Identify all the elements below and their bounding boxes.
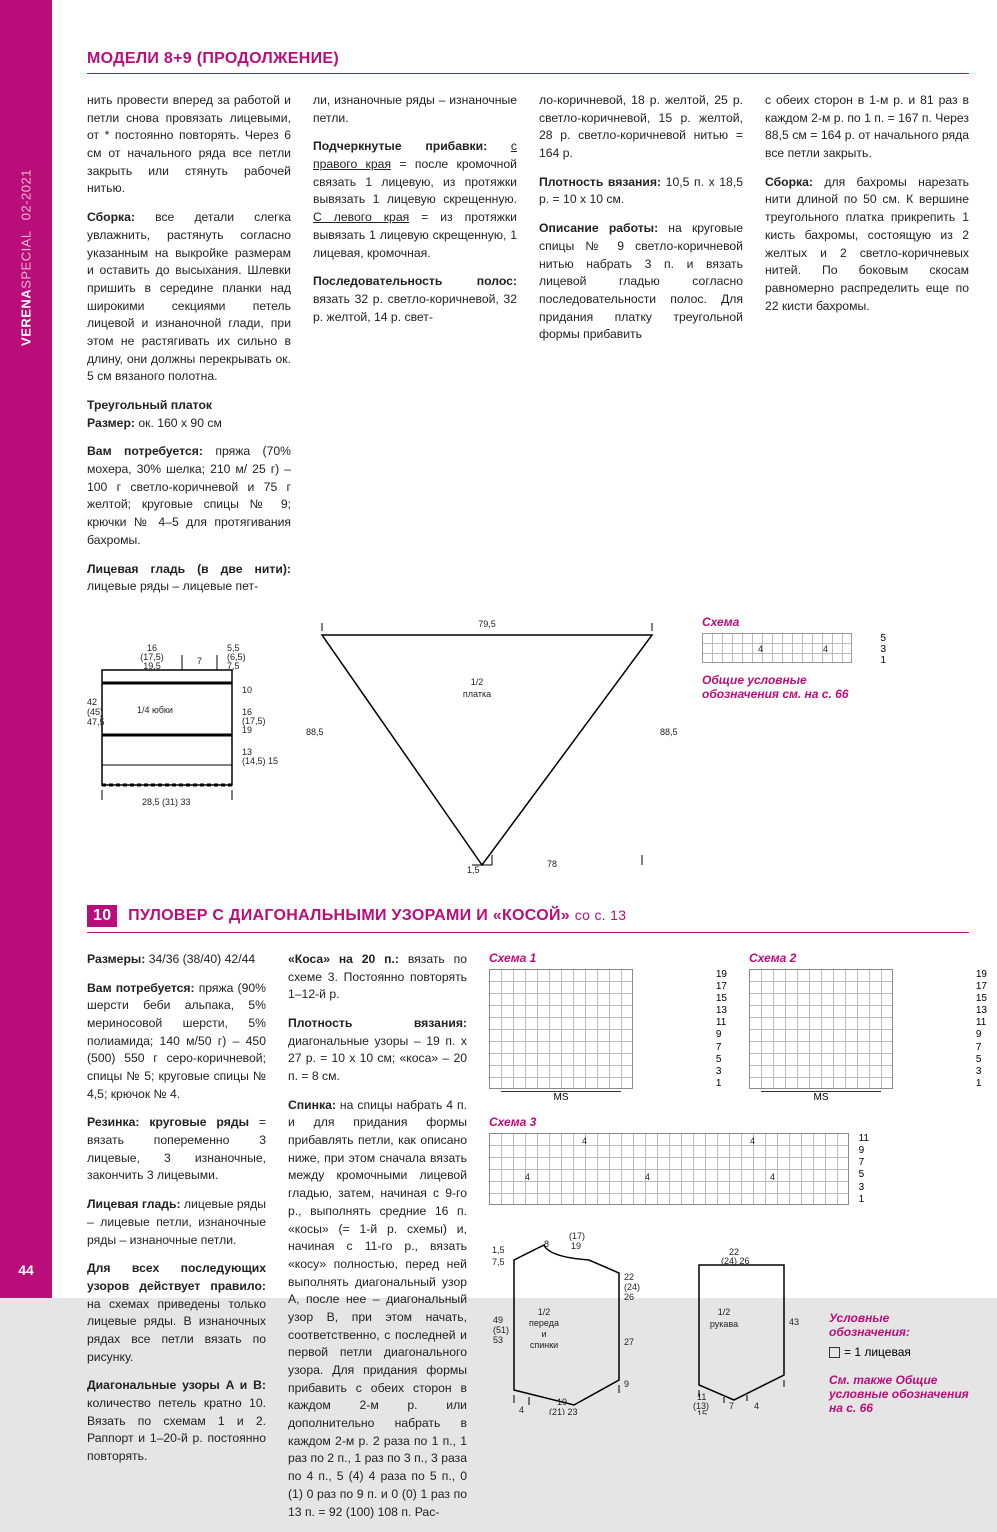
svg-text:1/2: 1/2: [718, 1307, 731, 1317]
spine-label: VERENASPECIAL 02-2021: [19, 169, 34, 346]
body-schematic: 8 (17) 19 1,5 7,5 1/2 переда и спинки 49…: [489, 1225, 659, 1415]
svg-text:и: и: [541, 1329, 546, 1339]
content-area: МОДЕЛИ 8+9 (ПРОДОЛЖЕНИЕ) нить провести в…: [52, 0, 997, 1298]
section2-title: 10 ПУЛОВЕР С ДИАГОНАЛЬНЫМИ УЗОРАМИ И «КО…: [87, 905, 969, 933]
shawl-schematic: 79,5 1/2 платка 88,5 88,5 1,5 78: [302, 615, 682, 875]
svg-text:19: 19: [242, 725, 252, 735]
page-number: 44: [18, 1262, 34, 1278]
s1-col2: ли, изнаночные ряды – изнаночные петли. …: [313, 92, 517, 607]
svg-text:4: 4: [754, 1401, 759, 1411]
magazine-spine: VERENASPECIAL 02-2021 44: [0, 0, 52, 1298]
s1c4p1: с обеих сторон в 1-м р. и 81 раз в каждо…: [765, 92, 969, 163]
svg-text:рукава: рукава: [710, 1319, 738, 1329]
spine-brand: VERENA: [19, 289, 34, 346]
svg-text:7,5: 7,5: [492, 1257, 505, 1267]
page: VERENASPECIAL 02-2021 44 МОДЕЛИ 8+9 (ПРО…: [0, 0, 997, 1298]
svg-text:78: 78: [547, 859, 557, 869]
svg-text:переда: переда: [529, 1318, 559, 1328]
svg-text:7: 7: [729, 1401, 734, 1411]
section1-title: МОДЕЛИ 8+9 (ПРОДОЛЖЕНИЕ): [87, 50, 969, 74]
svg-text:88,5: 88,5: [306, 727, 324, 737]
svg-text:15: 15: [697, 1409, 707, 1415]
svg-text:(45): (45): [87, 707, 103, 717]
sleeve-schematic: 22 (24) 26 1/2 рукава 43 11 (13) 15 7 4: [679, 1245, 809, 1415]
legend-square-icon: [829, 1347, 840, 1358]
svg-text:(24) 26: (24) 26: [721, 1256, 750, 1266]
section2-body: Размеры: 34/36 (38/40) 42/44 Вам потребу…: [87, 951, 969, 1532]
svg-text:1/4 юбки: 1/4 юбки: [137, 705, 173, 715]
svg-text:22: 22: [624, 1272, 634, 1282]
svg-text:(17): (17): [569, 1231, 585, 1241]
s1c1p2: Сборка: все детали слегка увлажнить, рас…: [87, 209, 291, 386]
svg-text:(14,5) 15: (14,5) 15: [242, 756, 278, 766]
svg-text:7: 7: [197, 656, 202, 666]
svg-text:8: 8: [544, 1239, 549, 1249]
s1c2p2: Подчеркнутые прибавки: с правого края = …: [313, 138, 517, 262]
svg-text:43: 43: [789, 1317, 799, 1327]
section2-charts: Схема 1 19 17 15 13 11 9 7 5: [489, 951, 969, 1532]
schema-block: Схема 4 4 5 3 1 Общие условные обозначен…: [702, 615, 872, 701]
svg-text:47,5: 47,5: [87, 717, 105, 727]
svg-text:платка: платка: [463, 689, 491, 699]
svg-text:(24): (24): [624, 1282, 640, 1292]
svg-text:27: 27: [624, 1337, 634, 1347]
s2-col2: «Коса» на 20 п.: вязать по схеме 3. Пост…: [288, 951, 467, 1532]
svg-text:53: 53: [493, 1335, 503, 1345]
spine-sub: SPECIAL: [19, 230, 34, 288]
schema2-block: Схема 2 19 17 15 13 11 9 7 5: [749, 951, 969, 1103]
svg-text:1/2: 1/2: [471, 677, 484, 687]
s1c3p2: Плотность вязания: 10,5 п. x 18,5 р. = 1…: [539, 174, 743, 209]
section1-columns: нить провести вперед за работой и петли …: [87, 92, 969, 607]
svg-text:19: 19: [557, 1397, 567, 1407]
schema-note: Общие условные обозначения см. на с. 66: [702, 673, 872, 701]
svg-text:1,5: 1,5: [492, 1245, 505, 1255]
model-number: 10: [87, 905, 117, 927]
s1-col1: нить провести вперед за работой и петли …: [87, 92, 291, 607]
svg-text:49: 49: [493, 1315, 503, 1325]
garment-schematics: 8 (17) 19 1,5 7,5 1/2 переда и спинки 49…: [489, 1225, 969, 1415]
svg-text:19: 19: [571, 1241, 581, 1251]
s1c1p5: Лицевая гладь (в две нити): лицевые ряды…: [87, 561, 291, 596]
s1c3p3: Описание работы: на круговые спицы № 9 с…: [539, 220, 743, 344]
svg-text:7,5: 7,5: [227, 661, 240, 671]
schema1-block: Схема 1 19 17 15 13 11 9 7 5: [489, 951, 709, 1103]
schema-label: Схема: [702, 615, 872, 629]
svg-text:1,5: 1,5: [467, 865, 480, 875]
svg-text:79,5: 79,5: [478, 619, 496, 629]
s1-col4: с обеих сторон в 1-м р. и 81 раз в каждо…: [765, 92, 969, 607]
svg-text:спинки: спинки: [530, 1340, 558, 1350]
schema-grid: 4 4: [702, 633, 852, 663]
svg-text:26: 26: [624, 1292, 634, 1302]
s1c1p4: Вам потребуется: пряжа (70% мохера, 30% …: [87, 443, 291, 549]
s1c1p1: нить провести вперед за работой и петли …: [87, 92, 291, 198]
skirt-schematic: 16 (17,5) 19,5 7 5,5 (6,5) 7,5 1/4 юбки …: [87, 615, 282, 815]
section2-title-text: ПУЛОВЕР С ДИАГОНАЛЬНЫМИ УЗОРАМИ И «КОСОЙ…: [128, 907, 570, 924]
svg-text:1/2: 1/2: [538, 1307, 551, 1317]
svg-text:(51): (51): [493, 1325, 509, 1335]
svg-text:88,5: 88,5: [660, 727, 678, 737]
s1-col3: ло-коричневой, 18 р. желтой, 25 р. светл…: [539, 92, 743, 607]
s1c4p2: Сборка: для бахромы нарезать нити длиной…: [765, 174, 969, 316]
charts-1-2: Схема 1 19 17 15 13 11 9 7 5: [489, 951, 969, 1103]
svg-text:9: 9: [624, 1379, 629, 1389]
svg-text:4: 4: [519, 1405, 524, 1415]
s1c1p3: Треугольный платокРазмер: ок. 160 x 90 с…: [87, 397, 291, 432]
schema3-block: Схема 3 4 4 4 4 4 11 9 7: [489, 1115, 969, 1205]
s2-col1: Размеры: 34/36 (38/40) 42/44 Вам потребу…: [87, 951, 266, 1532]
spine-issue: 02-2021: [19, 169, 34, 220]
svg-text:10: 10: [242, 685, 252, 695]
svg-text:28,5 (31) 33: 28,5 (31) 33: [142, 797, 191, 807]
section2-ref: со с. 13: [575, 907, 627, 923]
s1c2p1: ли, изнаночные ряды – изнаночные петли.: [313, 92, 517, 127]
s1c2p3: Последовательность полос: вязать 32 р. с…: [313, 273, 517, 326]
svg-text:19,5: 19,5: [143, 661, 161, 671]
svg-text:(21) 23: (21) 23: [549, 1407, 578, 1415]
legend-block: Условные обозначения: = 1 лицевая См. та…: [829, 1311, 969, 1415]
svg-text:42: 42: [87, 697, 97, 707]
section1-diagrams: 16 (17,5) 19,5 7 5,5 (6,5) 7,5 1/4 юбки …: [87, 615, 969, 875]
s1c3p1: ло-коричневой, 18 р. желтой, 25 р. светл…: [539, 92, 743, 163]
